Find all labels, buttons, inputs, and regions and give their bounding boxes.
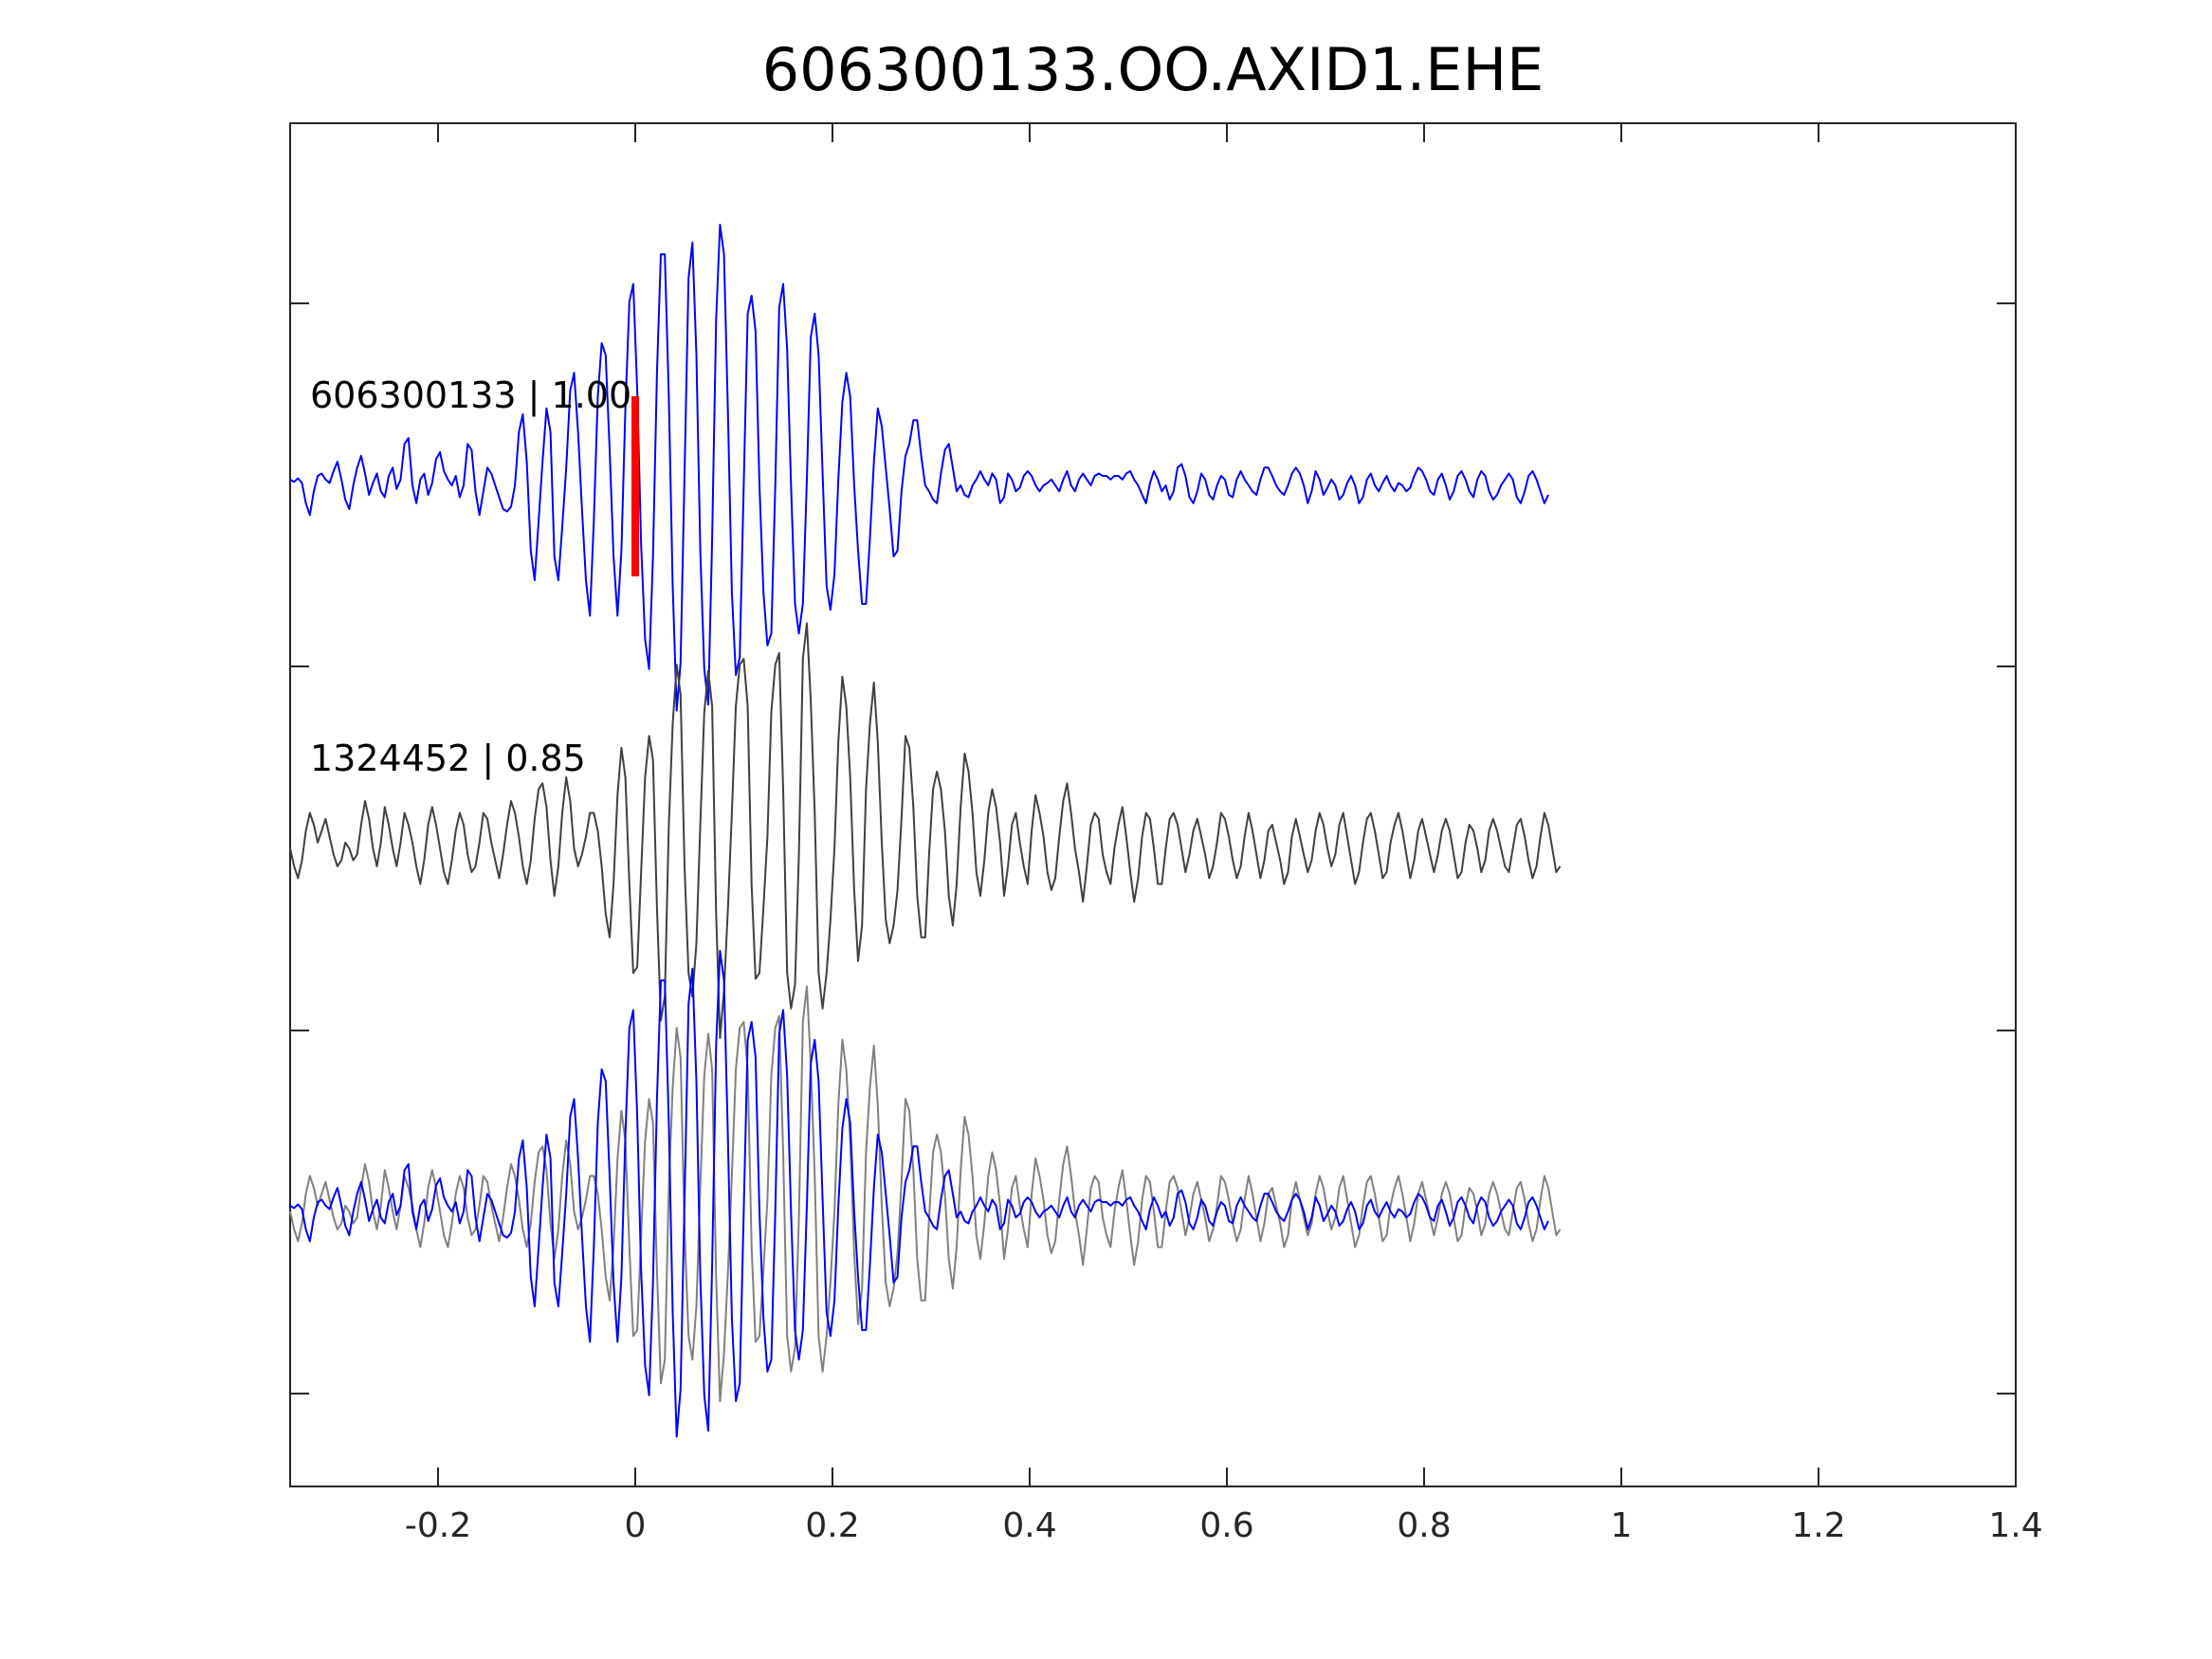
x-tick-label: 0.8 (1397, 1506, 1451, 1545)
waveform-traces (289, 224, 1562, 1438)
x-tick-label: 0.2 (805, 1506, 859, 1545)
trace-label-template: 606300133 | 1.00 (310, 374, 631, 417)
detection-trace (289, 622, 1562, 1039)
plot-frame (289, 122, 2017, 1487)
x-tick-label: 0.6 (1199, 1506, 1253, 1545)
x-tick-labels: -0.2 0 0.2 0.4 0.6 0.8 1 1.2 1.4 (405, 1506, 2043, 1545)
x-tick-label: 1 (1611, 1506, 1633, 1545)
x-tick-label: 0.4 (1002, 1506, 1056, 1545)
overlay-template-trace (289, 950, 1549, 1438)
x-tick-label: 0 (625, 1506, 647, 1545)
chart-title: 606300133.OO.AXID1.EHE (762, 35, 1545, 104)
axis-ticks (290, 123, 2017, 1486)
x-tick-label: 1.4 (1988, 1506, 2042, 1545)
trace-label-detection: 1324452 | 0.85 (310, 738, 586, 780)
overlay-detection-trace (289, 985, 1562, 1402)
x-tick-label: -0.2 (405, 1506, 471, 1545)
x-tick-label: 1.2 (1791, 1506, 1845, 1545)
template-trace (289, 224, 1549, 712)
